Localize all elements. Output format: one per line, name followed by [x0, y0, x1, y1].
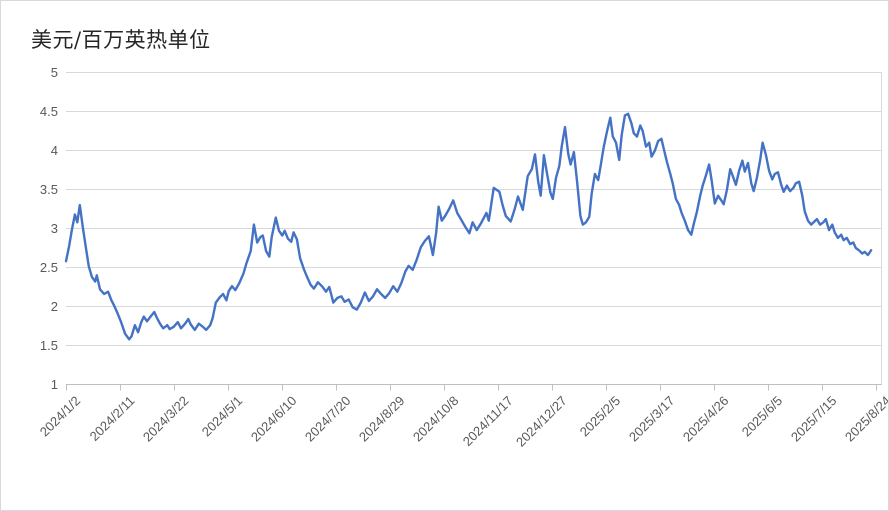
price-series-line: [64, 112, 873, 341]
y-axis-tick-label: 2.5: [39, 260, 58, 275]
y-axis-tick-label: 3.5: [39, 182, 58, 197]
y-axis-tick-label: 5: [50, 65, 58, 80]
chart-title: 美元/百万英热单位: [31, 28, 211, 52]
y-axis-tick-label: 2: [50, 299, 58, 314]
y-axis-tick-label: 4.5: [39, 104, 58, 119]
y-axis-tick-label: 4: [50, 143, 58, 158]
y-axis-tick-label: 3: [50, 221, 58, 236]
y-axis-tick-label: 1.5: [39, 338, 58, 353]
y-axis-tick-label: 1: [50, 377, 58, 392]
